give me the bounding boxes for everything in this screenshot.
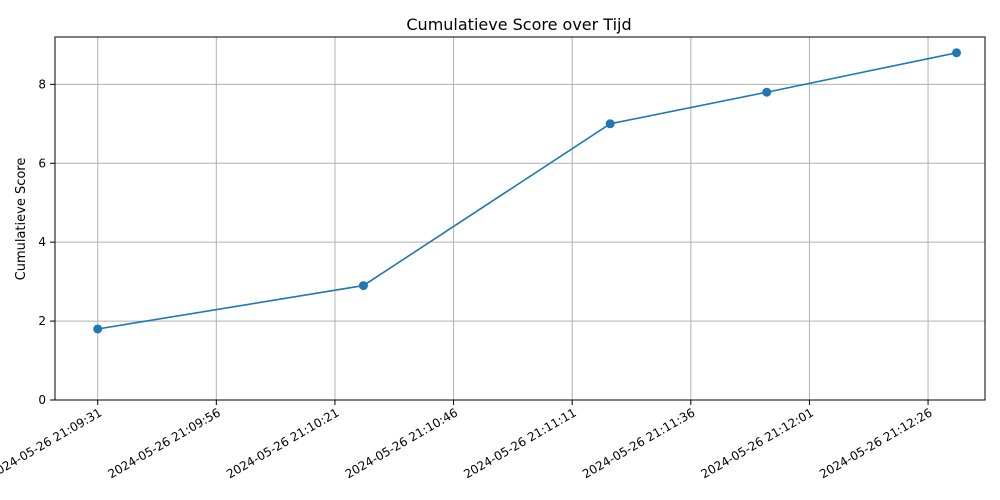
data-point bbox=[762, 87, 772, 97]
y-axis-ticks: 0 2 4 6 8 bbox=[38, 77, 55, 407]
y-axis-label: Cumulatieve Score bbox=[14, 158, 29, 281]
x-tick-label: 2024-05-26 21:10:21 bbox=[224, 405, 341, 481]
data-point bbox=[605, 119, 615, 129]
grid bbox=[55, 37, 985, 401]
y-tick-label: 6 bbox=[38, 156, 46, 170]
x-tick-label: 2024-05-26 21:12:26 bbox=[817, 405, 934, 481]
series-group bbox=[93, 48, 962, 334]
x-tick-label: 2024-05-26 21:09:56 bbox=[105, 405, 222, 481]
x-tick-label: 2024-05-26 21:11:11 bbox=[461, 405, 578, 481]
x-axis-ticks: 2024-05-26 21:09:31 2024-05-26 21:09:56 20… bbox=[0, 400, 935, 481]
plot-frame bbox=[54, 36, 986, 401]
x-tick-label: 2024-05-26 21:12:01 bbox=[699, 405, 816, 481]
x-tick-label: 2024-05-26 21:10:46 bbox=[343, 405, 460, 481]
y-tick-label: 8 bbox=[38, 77, 46, 91]
chart-title: Cumulatieve Score over Tijd bbox=[406, 15, 631, 34]
data-point bbox=[93, 324, 103, 334]
data-point bbox=[952, 48, 962, 58]
y-tick-label: 4 bbox=[38, 235, 46, 249]
x-tick-label: 2024-05-26 21:11:36 bbox=[580, 405, 697, 481]
y-tick-label: 0 bbox=[38, 393, 46, 407]
y-tick-label: 2 bbox=[38, 314, 46, 328]
series-line bbox=[97, 51, 957, 330]
axes bbox=[54, 36, 986, 401]
data-point bbox=[358, 281, 368, 291]
x-tick-label: 2024-05-26 21:09:31 bbox=[0, 405, 104, 481]
